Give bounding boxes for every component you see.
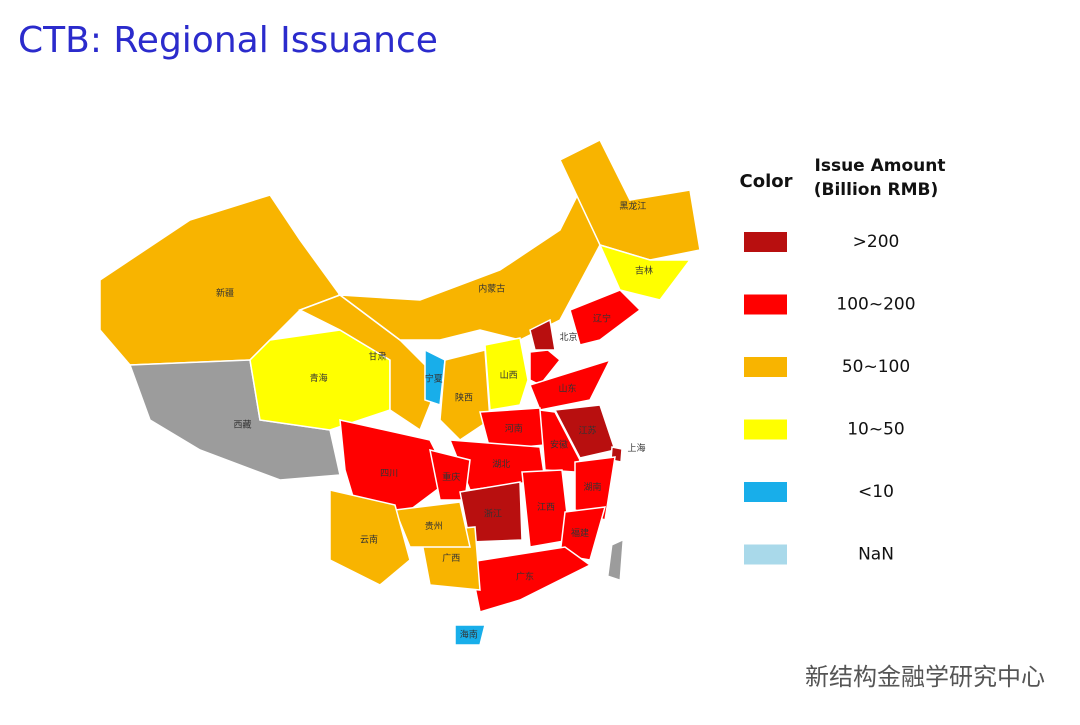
legend-swatch xyxy=(744,419,787,440)
province-label: 山东 xyxy=(558,382,576,394)
province xyxy=(393,501,471,548)
province xyxy=(337,167,601,341)
legend-swatch xyxy=(744,544,787,565)
province-label: 内蒙古 xyxy=(478,283,505,295)
province xyxy=(469,546,592,613)
province-label: 海南 xyxy=(460,629,478,641)
province xyxy=(529,358,612,411)
legend-swatch xyxy=(744,357,787,377)
island-shape xyxy=(607,539,624,581)
province xyxy=(559,506,607,561)
province-label: 黑龙江 xyxy=(619,200,646,212)
province-label: 浙江 xyxy=(484,508,502,520)
legend-header: Issue Amount xyxy=(815,156,946,176)
province-label: 广西 xyxy=(442,552,460,564)
legend-swatch xyxy=(744,294,787,315)
legend-label: <10 xyxy=(858,482,894,502)
province-label: 辽宁 xyxy=(593,313,611,325)
legend-swatch xyxy=(744,232,787,252)
province-label: 江苏 xyxy=(578,424,596,436)
province xyxy=(574,456,616,521)
province xyxy=(529,318,556,351)
slide-title: CTB: Regional Issuance xyxy=(18,20,438,61)
province-label: 青海 xyxy=(310,372,328,384)
legend: >200 100~200 50~100 10~50 <10 NaN xyxy=(744,232,916,565)
province-label: 新疆 xyxy=(216,287,234,299)
province-label: 北京 xyxy=(559,331,577,343)
legend-label: 50~100 xyxy=(842,357,910,377)
legend-label: 10~50 xyxy=(847,420,905,440)
province xyxy=(439,349,491,441)
province xyxy=(484,337,529,411)
province-label: 云南 xyxy=(360,534,378,546)
legend-header: (Billion RMB) xyxy=(814,180,938,200)
legend-label: 100~200 xyxy=(836,295,915,315)
watermark: 新结构金融学研究中心 xyxy=(805,663,1045,691)
legend-header: Color xyxy=(740,171,793,192)
province-label: 贵州 xyxy=(425,520,443,532)
legend-swatch xyxy=(744,482,787,502)
province xyxy=(569,289,642,346)
province xyxy=(329,489,411,586)
province-label: 安徽 xyxy=(550,438,568,450)
province-label: 山西 xyxy=(500,370,518,381)
province-label: 宁夏 xyxy=(425,372,443,384)
legend-label: NaN xyxy=(858,545,894,565)
province-label: 重庆 xyxy=(442,471,460,483)
province-label: 湖南 xyxy=(583,481,601,493)
province-label: 四川 xyxy=(380,469,398,479)
province-label: 河南 xyxy=(505,422,523,434)
province xyxy=(424,348,446,407)
province-label: 吉林 xyxy=(635,265,653,277)
province xyxy=(454,624,486,646)
province-label: 甘肃 xyxy=(368,350,386,362)
province-label: 湖北 xyxy=(492,459,510,470)
legend-label: >200 xyxy=(853,232,900,252)
province-label: 江西 xyxy=(537,502,555,513)
province-label: 福建 xyxy=(571,527,589,539)
province-label: 陕西 xyxy=(455,392,473,404)
province-label: 西藏 xyxy=(233,419,251,431)
province-label: 广东 xyxy=(516,571,534,583)
province-label: 上海 xyxy=(627,442,645,454)
province xyxy=(598,243,692,301)
